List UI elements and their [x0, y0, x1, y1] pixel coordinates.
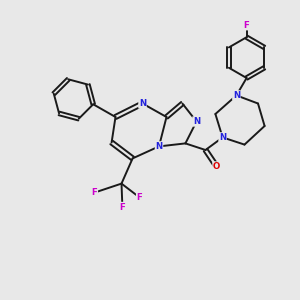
Text: N: N [219, 133, 226, 142]
Text: N: N [233, 91, 240, 100]
Text: F: F [136, 193, 142, 202]
Text: N: N [193, 117, 200, 126]
Text: N: N [155, 142, 163, 151]
Text: O: O [213, 162, 220, 171]
Text: F: F [92, 188, 98, 197]
Text: F: F [119, 202, 125, 211]
Text: F: F [244, 21, 250, 30]
Text: N: N [139, 99, 146, 108]
